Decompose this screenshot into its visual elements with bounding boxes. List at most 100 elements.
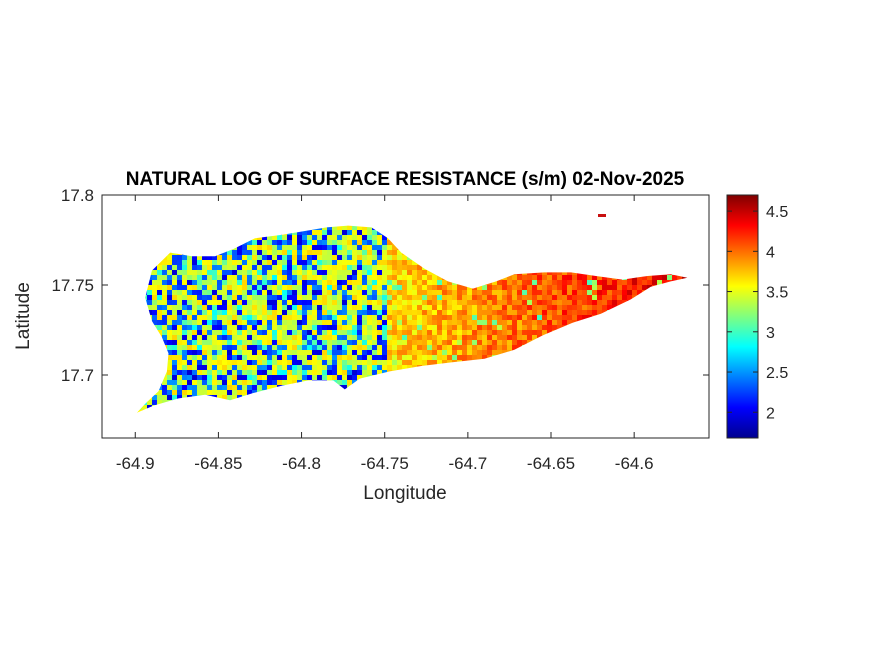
field-cell: [217, 380, 222, 385]
field-cell: [322, 305, 327, 310]
field-cell: [342, 260, 347, 265]
field-cell: [522, 305, 527, 310]
field-cell: [372, 310, 377, 315]
field-cell: [517, 315, 522, 320]
field-cell: [397, 260, 402, 265]
field-cell: [452, 305, 457, 310]
field-cell: [637, 290, 642, 295]
field-cell: [467, 355, 472, 360]
field-cell: [582, 310, 587, 315]
field-cell: [447, 285, 452, 290]
field-cell: [192, 280, 197, 285]
field-cell: [252, 275, 257, 280]
field-cell: [287, 335, 292, 340]
field-cell: [277, 240, 282, 245]
field-cell: [337, 295, 342, 300]
field-cell: [642, 280, 647, 285]
field-cell: [157, 310, 162, 315]
field-cell: [337, 320, 342, 325]
field-cell: [442, 285, 447, 290]
field-cell: [277, 275, 282, 280]
field-cell: [312, 360, 317, 365]
field-cell: [277, 355, 282, 360]
field-cell: [537, 315, 542, 320]
field-cell: [277, 235, 282, 240]
field-cell: [402, 365, 407, 370]
field-cell: [477, 315, 482, 320]
field-cell: [317, 235, 322, 240]
field-cell: [162, 310, 167, 315]
field-cell: [322, 225, 327, 230]
field-cell: [437, 355, 442, 360]
field-cell: [517, 310, 522, 315]
field-cell: [417, 270, 422, 275]
field-cell: [447, 350, 452, 355]
field-cell: [272, 375, 277, 380]
field-cell: [472, 315, 477, 320]
field-cell: [192, 345, 197, 350]
field-cell: [347, 375, 352, 380]
field-cell: [497, 310, 502, 315]
field-cell: [247, 340, 252, 345]
field-cell: [547, 295, 552, 300]
field-cell: [407, 360, 412, 365]
field-cell: [412, 325, 417, 330]
field-cell: [352, 340, 357, 345]
field-cell: [507, 300, 512, 305]
field-cell: [517, 280, 522, 285]
field-cell: [392, 295, 397, 300]
field-cell: [162, 300, 167, 305]
field-cell: [362, 340, 367, 345]
field-cell: [477, 310, 482, 315]
field-cell: [417, 325, 422, 330]
field-cell: [397, 275, 402, 280]
field-cell: [247, 320, 252, 325]
field-cell: [362, 360, 367, 365]
field-cell: [352, 370, 357, 375]
field-cell: [382, 315, 387, 320]
field-cell: [147, 295, 152, 300]
field-cell: [387, 295, 392, 300]
field-cell: [602, 290, 607, 295]
field-cell: [562, 320, 567, 325]
field-cell: [267, 370, 272, 375]
field-cell: [462, 285, 467, 290]
field-cell: [487, 295, 492, 300]
field-cell: [232, 275, 237, 280]
field-cell: [252, 285, 257, 290]
field-cell: [412, 280, 417, 285]
field-cell: [267, 330, 272, 335]
field-cell: [482, 320, 487, 325]
field-cell: [467, 335, 472, 340]
field-cell: [302, 320, 307, 325]
field-cell: [287, 350, 292, 355]
field-cell: [522, 335, 527, 340]
field-cell: [327, 300, 332, 305]
field-cell: [457, 285, 462, 290]
field-cell: [257, 355, 262, 360]
field-cell: [382, 305, 387, 310]
field-cell: [457, 300, 462, 305]
field-cell: [222, 390, 227, 395]
field-cell: [432, 310, 437, 315]
field-cell: [167, 265, 172, 270]
field-cell: [167, 390, 172, 395]
field-cell: [427, 335, 432, 340]
field-cell: [647, 275, 652, 280]
field-cell: [377, 315, 382, 320]
field-cell: [472, 350, 477, 355]
field-cell: [257, 385, 262, 390]
field-cell: [577, 300, 582, 305]
field-cell: [237, 250, 242, 255]
field-cell: [367, 340, 372, 345]
field-cell: [332, 255, 337, 260]
field-cell: [352, 280, 357, 285]
field-cell: [277, 370, 282, 375]
field-cell: [362, 230, 367, 235]
field-cell: [197, 370, 202, 375]
field-cell: [162, 275, 167, 280]
field-cell: [352, 285, 357, 290]
field-cell: [182, 300, 187, 305]
field-cell: [642, 285, 647, 290]
field-cell: [187, 295, 192, 300]
